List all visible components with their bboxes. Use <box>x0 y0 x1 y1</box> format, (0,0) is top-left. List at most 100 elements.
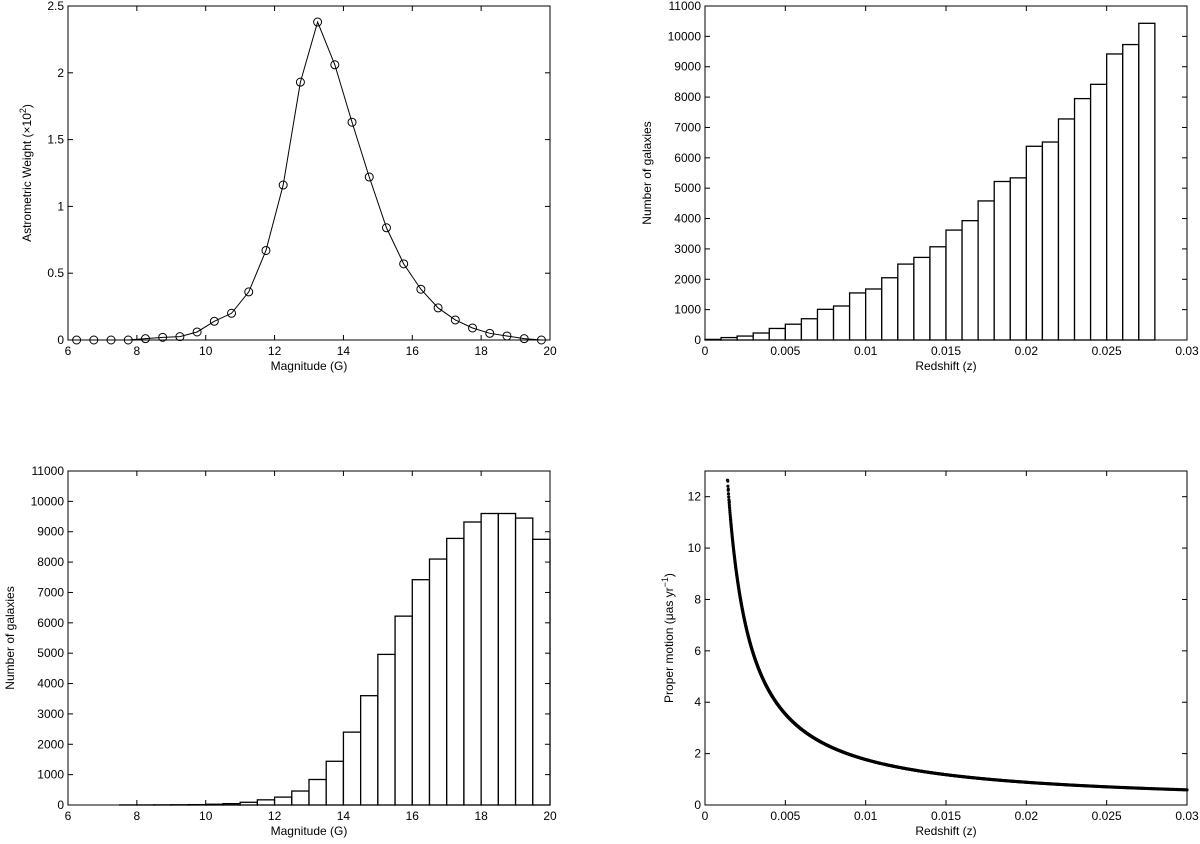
p1-xtick-label: 14 <box>337 344 351 358</box>
weight-point <box>158 332 168 342</box>
p4-xtick-label: 0.015 <box>931 809 961 823</box>
magnitude-bar <box>446 537 465 806</box>
redshift-bar <box>881 277 899 341</box>
p2-xtick-label: 0.015 <box>931 344 961 358</box>
redshift-bar <box>736 335 754 341</box>
p2-ytick-label: 5000 <box>674 181 701 195</box>
p2-xtick-label: 0.03 <box>1175 344 1199 358</box>
redshift-bar <box>961 220 979 341</box>
p1-ylabel-main: Astrometric Weight (×10 <box>20 113 34 242</box>
magnitude-bar <box>342 731 362 806</box>
redshift-bar <box>1041 141 1060 341</box>
p3-ytick-label: 1000 <box>37 768 64 782</box>
galaxy-point <box>729 518 733 522</box>
p4-ytick-label: 4 <box>694 695 701 709</box>
weight-point <box>416 284 426 294</box>
p4-xtick-label: 0.01 <box>854 809 878 823</box>
p2-ytick-label: 6000 <box>674 151 701 165</box>
weight-point <box>192 327 202 337</box>
redshift-bar <box>1009 177 1027 341</box>
p2-frame <box>704 5 1188 341</box>
p3-xtick-label: 12 <box>268 809 282 823</box>
redshift-bar <box>897 263 915 341</box>
galaxy-point <box>727 503 731 507</box>
p3-ytick-label: 10000 <box>31 494 65 508</box>
p2-ylabel: Number of galaxies <box>640 121 654 224</box>
p3-ytick-label: 0 <box>57 798 64 812</box>
weight-point <box>519 334 529 344</box>
p4-ylabel-end: ) <box>662 573 676 577</box>
weight-point <box>485 328 495 338</box>
p1-ytick-label: 1 <box>57 199 64 213</box>
p3-ytick-label: 7000 <box>37 585 64 599</box>
p1-ylabel: Astrometric Weight (×102) <box>18 104 34 242</box>
p3-xtick-label: 16 <box>406 809 420 823</box>
weight-point <box>450 315 460 325</box>
weight-point <box>175 332 185 342</box>
redshift-bar <box>1138 22 1156 341</box>
p2-ytick-label: 10000 <box>668 29 702 43</box>
p2-xlabel: Redshift (z) <box>915 359 976 373</box>
redshift-bar <box>1122 43 1140 341</box>
redshift-bar <box>800 318 819 341</box>
p4-frame <box>704 470 1188 806</box>
p2-ytick-label: 9000 <box>674 60 701 74</box>
p4-ytick-label: 12 <box>688 490 702 504</box>
p4-ytick-label: 2 <box>694 747 701 761</box>
weight-point <box>295 77 305 87</box>
weight-point <box>399 259 409 269</box>
p2-ytick-label: 8000 <box>674 90 701 104</box>
panel-astrometric-weight: 6 8 10 12 14 16 18 20 0 0.5 1 1.5 2 2.5 Magnitude (G) A… <box>18 0 557 373</box>
galaxy-point <box>727 500 731 504</box>
magnitude-bar <box>411 579 431 806</box>
p1-xtick-label: 8 <box>134 344 141 358</box>
magnitude-bar <box>325 760 345 806</box>
p4-xtick-label: 0.02 <box>1015 809 1039 823</box>
p4-xtick-label: 0.005 <box>770 809 800 823</box>
p1-ylabel-end: ) <box>20 104 34 108</box>
p1-xtick-label: 20 <box>543 344 557 358</box>
redshift-bar <box>816 308 835 341</box>
p2-ytick-label: 7000 <box>674 120 701 134</box>
p1-ytick-label: 1.5 <box>47 133 64 147</box>
weight-point <box>347 117 357 127</box>
magnitude-bar <box>514 517 534 806</box>
p1-ytick-label: 2 <box>57 66 64 80</box>
weight-line <box>76 20 542 341</box>
p1-xtick-label: 18 <box>474 344 488 358</box>
p4-xtick-label: 0.025 <box>1092 809 1122 823</box>
p4-xlabel: Redshift (z) <box>915 824 976 838</box>
magnitude-bar <box>497 512 517 806</box>
redshift-bar <box>993 180 1011 341</box>
weight-point <box>209 316 219 326</box>
p3-xlabel: Magnitude (G) <box>271 824 348 838</box>
p3-ytick-label: 11000 <box>32 464 65 478</box>
magnitude-bar <box>394 615 413 806</box>
p3-xtick-label: 8 <box>134 809 141 823</box>
weight-point <box>140 334 150 344</box>
redshift-bar <box>977 200 995 341</box>
redshift-bar <box>945 229 963 341</box>
p4-ylabel-main: Proper motion (μas yr <box>662 587 676 703</box>
weight-point <box>381 223 391 233</box>
redshift-bar <box>848 292 867 341</box>
p3-ylabel: Number of galaxies <box>3 586 17 689</box>
weight-point <box>278 180 288 190</box>
p2-ytick-label: 1000 <box>674 303 701 317</box>
redshift-bar <box>913 256 931 341</box>
redshift-bar <box>1089 83 1108 341</box>
weight-point <box>313 17 323 27</box>
panel-redshift-histogram: 0 0.005 0.01 0.015 0.02 0.025 0.03 0 1000 2000 300… <box>640 0 1199 373</box>
p1-ylabel-sup: 2 <box>18 108 28 113</box>
weight-point <box>227 308 237 318</box>
galaxy-point <box>726 484 730 488</box>
panel-magnitude-histogram: 6 8 10 12 14 16 18 20 0 1000 2000 3000 4000 5000 6000 7… <box>3 464 557 838</box>
galaxy-point <box>727 495 731 499</box>
magnitude-bar <box>377 653 396 806</box>
p4-xtick-label: 0 <box>702 809 709 823</box>
redshift-bar <box>865 288 883 341</box>
p2-xtick-label: 0.025 <box>1092 344 1122 358</box>
p3-ytick-label: 3000 <box>37 707 64 721</box>
magnitude-bar <box>308 778 327 806</box>
